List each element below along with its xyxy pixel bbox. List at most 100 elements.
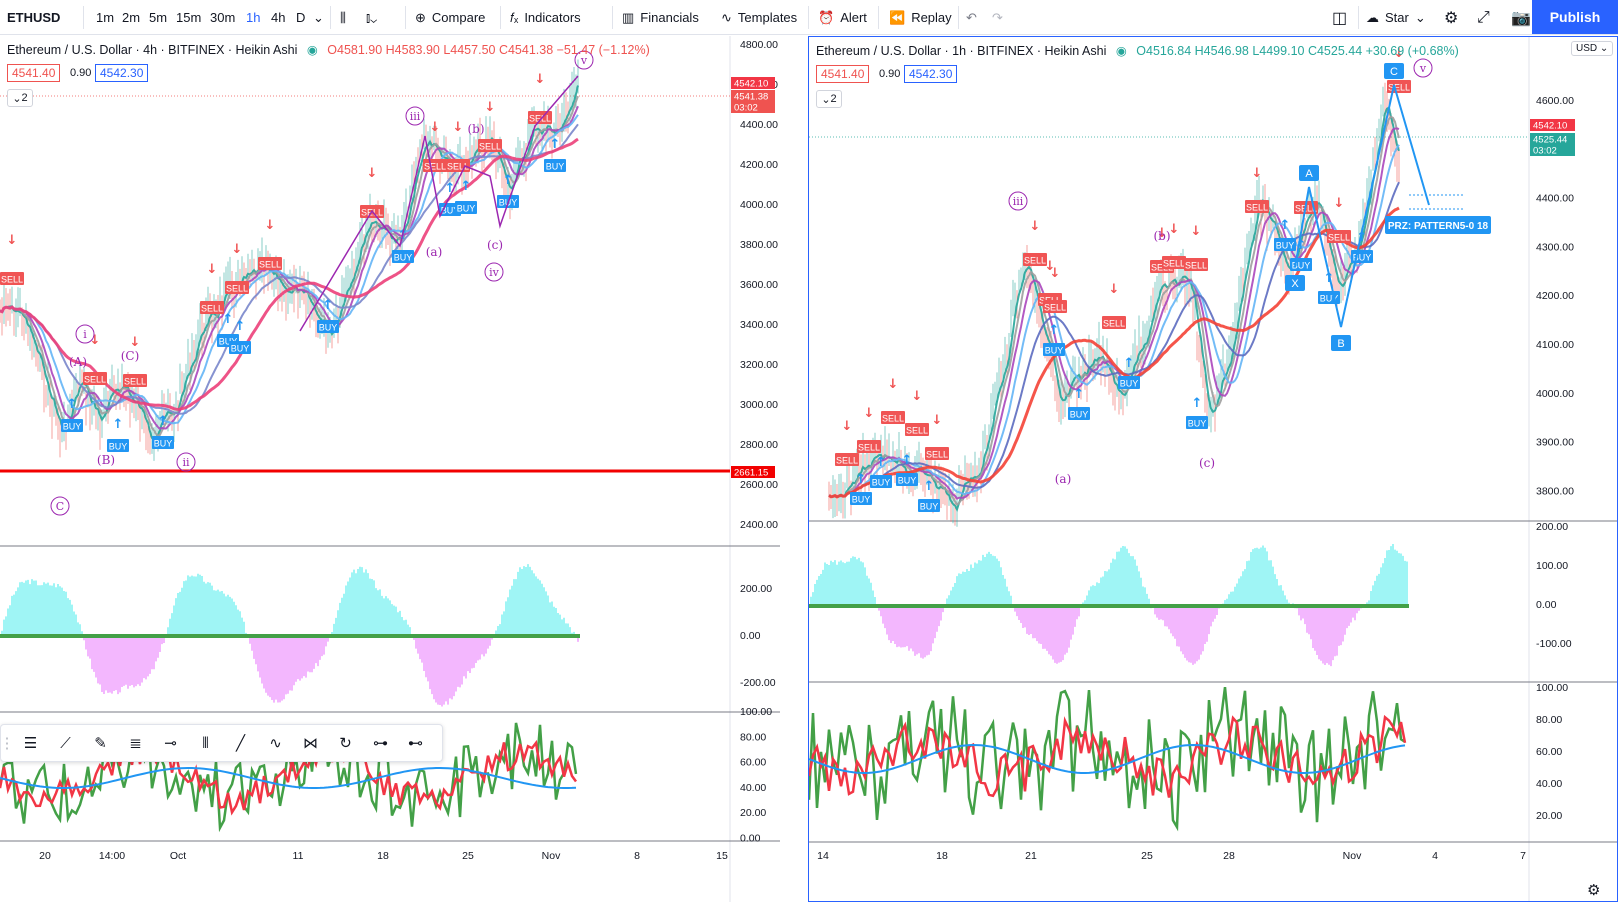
right-sell-signal: SELL <box>1327 230 1351 243</box>
signal-label: SELL <box>858 443 880 453</box>
trend-line-icon[interactable]: ╱ <box>235 735 246 752</box>
right-rsi-axis-tick: 20.00 <box>1536 810 1562 822</box>
signal-label: SELL <box>836 456 858 466</box>
signal-badge <box>107 439 129 452</box>
left-buy-arrow-icon: ↑ <box>550 137 561 152</box>
currency-select[interactable]: USD ⌄ <box>1571 41 1614 56</box>
settings-gear-icon[interactable]: ⚙ <box>1444 9 1459 27</box>
camera-icon[interactable]: 📷 <box>1511 9 1531 27</box>
interval-5m[interactable]: 5m <box>149 10 168 25</box>
right-pattern-point-bg <box>1285 275 1305 291</box>
drawing-toolbar[interactable]: ⋮ ☰ ⟋ ✎ ≣ ⊸ ⫴ ╱ ∿ ⋈ ↻ ⊶ ⊷ <box>0 724 443 762</box>
left-price-axis-tick: 4200.00 <box>740 159 778 171</box>
right-rsi-ma-line <box>809 743 1406 775</box>
templates-button[interactable]: ∿ Templates <box>721 9 798 26</box>
right-sell-arrow-icon: ↓ <box>1252 166 1263 181</box>
indicators-button[interactable]: 𝑓ₓ Indicators <box>510 9 581 26</box>
right-buy-arrow-icon: ↑ <box>1074 387 1085 402</box>
ask-price-right[interactable]: 4542.30 <box>904 65 958 83</box>
settings-gear-icon[interactable]: ⚙ <box>1587 882 1601 899</box>
right-buy-signal: BUY <box>918 499 940 512</box>
right-rsi-line <box>809 714 1407 798</box>
left-wave-label: (b) <box>467 122 484 136</box>
interval-2m[interactable]: 2m <box>122 10 141 25</box>
layout-icon[interactable]: ◫ <box>1332 9 1348 27</box>
fib-icon[interactable]: ≣ <box>129 735 142 752</box>
symbol-search[interactable]: ETHUSD <box>7 10 61 25</box>
ask-price-left[interactable]: 4542.30 <box>95 64 149 82</box>
horizontal-lines-icon[interactable]: ☰ <box>23 735 38 752</box>
star-button[interactable]: ☁ Star ⌄ <box>1366 9 1426 26</box>
right-sell-arrow-icon: ↓ <box>1334 196 1345 211</box>
financials-button[interactable]: ▥ Financials <box>622 9 699 26</box>
bid-price-right[interactable]: 4541.40 <box>816 65 870 83</box>
interval-15m[interactable]: 15m <box>176 10 202 25</box>
cloud-icon: ☁ <box>1366 9 1379 25</box>
right-sell-signal: SELL <box>1184 258 1208 271</box>
signal-label: SELL <box>1103 319 1125 329</box>
publish-button[interactable]: Publish <box>1532 0 1618 34</box>
divider <box>330 6 331 29</box>
right-sell-arrow-icon: ↓ <box>888 377 899 392</box>
right-osc-axis-tick: -100.00 <box>1536 638 1572 650</box>
signal-label: BUY <box>898 476 917 486</box>
left-price-axis-tick: 4400.00 <box>740 119 778 131</box>
undo-icon[interactable]: ↶ <box>966 9 977 25</box>
chart-canvas-left[interactable]: 4800.004600.004400.004200.004000.003800.… <box>0 36 780 902</box>
left-sell-arrow-icon: ↓ <box>207 262 218 277</box>
ruler-icon[interactable]: ⊷ <box>408 735 423 752</box>
left-price-axis-tick: 3000.00 <box>740 399 778 411</box>
compare-button[interactable]: ⊕ Compare <box>415 9 486 26</box>
left-buy-arrow-icon: ↑ <box>445 181 456 196</box>
left-rsi-ma-line <box>0 767 577 789</box>
left-wave-label: (c) <box>487 238 503 252</box>
ohlc-readout-right: O4516.84 H4546.98 L4499.10 C4525.44 +30.… <box>1136 44 1459 58</box>
position-icon[interactable]: ⊶ <box>373 735 388 752</box>
interval-4h[interactable]: 4h <box>271 10 286 25</box>
fullscreen-icon[interactable]: ⤢ <box>1477 8 1490 26</box>
right-price-axis-tick: 4000.00 <box>1536 388 1574 400</box>
interval-30m[interactable]: 30m <box>210 10 236 25</box>
left-wave-circle <box>574 50 594 70</box>
alert-button[interactable]: ⏰ Alert <box>818 9 867 26</box>
right-sell-signal: SELL <box>1387 80 1411 93</box>
fx-icon: 𝑓ₓ <box>510 9 519 25</box>
right-pattern-point-bg <box>1331 335 1351 351</box>
chevron-down-icon[interactable]: ⌄ <box>313 9 324 25</box>
right-buy-signal: BUY <box>1274 238 1296 251</box>
signal-label: BUY <box>319 323 338 333</box>
wave-icon[interactable]: ∿ <box>269 735 282 752</box>
redo-icon[interactable]: ↷ <box>992 9 1003 25</box>
candles-icon[interactable]: ⫾⌄ <box>366 9 378 25</box>
replay-button[interactable]: ⏪ Replay <box>889 9 952 26</box>
spiral-icon[interactable]: ↻ <box>339 735 352 752</box>
bar-style-icon[interactable]: ⫼ <box>340 9 346 25</box>
left-price-label-last: 4541.38 <box>734 92 768 103</box>
bid-price-left[interactable]: 4541.40 <box>7 64 61 82</box>
gann-icon[interactable]: ⫴ <box>202 734 209 752</box>
crosshair-line-icon[interactable]: ⊸ <box>164 735 177 752</box>
signal-label: SELL <box>1328 233 1350 243</box>
chart-canvas-right[interactable]: 4600.004500.004400.004300.004200.004100.… <box>809 37 1617 901</box>
pattern-icon[interactable]: ⋈ <box>303 735 318 752</box>
chart-pane-left[interactable]: 4800.004600.004400.004200.004000.003800.… <box>0 36 780 902</box>
collapse-toggle-right[interactable]: ⌄ 2 <box>816 90 842 108</box>
signal-label: SELL <box>1 275 23 285</box>
interval-1h[interactable]: 1h <box>246 10 261 25</box>
chevron-down-icon: ⌄ <box>12 92 22 105</box>
drag-handle-icon[interactable]: ⋮ <box>0 735 15 752</box>
pen-icon[interactable]: ✎ <box>94 735 107 752</box>
collapse-toggle-left[interactable]: ⌄ 2 <box>7 89 33 107</box>
right-wave-circle <box>1008 191 1028 211</box>
interval-D[interactable]: D <box>296 10 306 25</box>
chart-pane-right[interactable]: 4600.004500.004400.004300.004200.004100.… <box>808 36 1618 902</box>
spread-right: 0.90 <box>879 68 901 80</box>
right-sell-arrow-icon: ↓ <box>1109 282 1120 297</box>
signal-badge <box>392 250 414 263</box>
left-price-axis-tick: 2400.00 <box>740 519 778 531</box>
left-support-price-label: 2661.15 <box>734 468 768 479</box>
interval-1m[interactable]: 1m <box>96 10 115 25</box>
signal-badge <box>925 447 949 460</box>
signal-label: SELL <box>479 142 501 152</box>
zigzag-icon[interactable]: ⟋ <box>60 734 71 752</box>
